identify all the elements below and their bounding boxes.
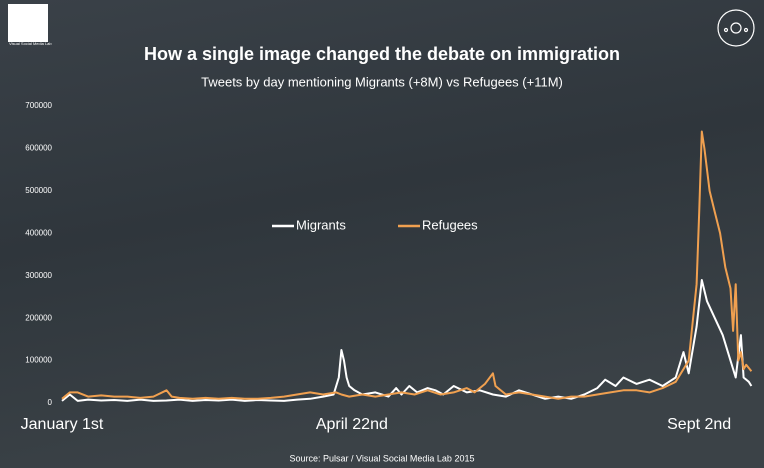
series-line bbox=[61, 130, 753, 400]
chart-subtitle: Tweets by day mentioning Migrants (+8M) … bbox=[201, 74, 563, 89]
legend-label: Migrants bbox=[296, 217, 346, 232]
x-tick-label: April 22nd bbox=[316, 416, 388, 433]
y-tick-label: 100000 bbox=[25, 356, 52, 365]
y-tick-label: 700000 bbox=[25, 101, 52, 110]
source: Source: Pulsar / Visual Social Media Lab… bbox=[290, 453, 475, 463]
chart-title: How a single image changed the debate on… bbox=[144, 44, 620, 64]
corner-icon bbox=[717, 9, 755, 47]
logo-box bbox=[8, 4, 48, 42]
y-tick-label: 0 bbox=[48, 398, 53, 407]
y-tick-label: 200000 bbox=[25, 313, 52, 322]
y-tick-label: 500000 bbox=[25, 186, 52, 195]
y-tick-label: 300000 bbox=[25, 271, 52, 280]
logo-text: Visual Social Media Lab bbox=[9, 41, 52, 46]
legend-label: Refugees bbox=[422, 217, 478, 232]
y-tick-label: 600000 bbox=[25, 144, 52, 153]
x-tick-label: January 1st bbox=[21, 416, 104, 433]
series-line bbox=[61, 279, 753, 402]
y-tick-label: 400000 bbox=[25, 228, 52, 237]
x-tick-label: Sept 2nd bbox=[667, 416, 731, 433]
